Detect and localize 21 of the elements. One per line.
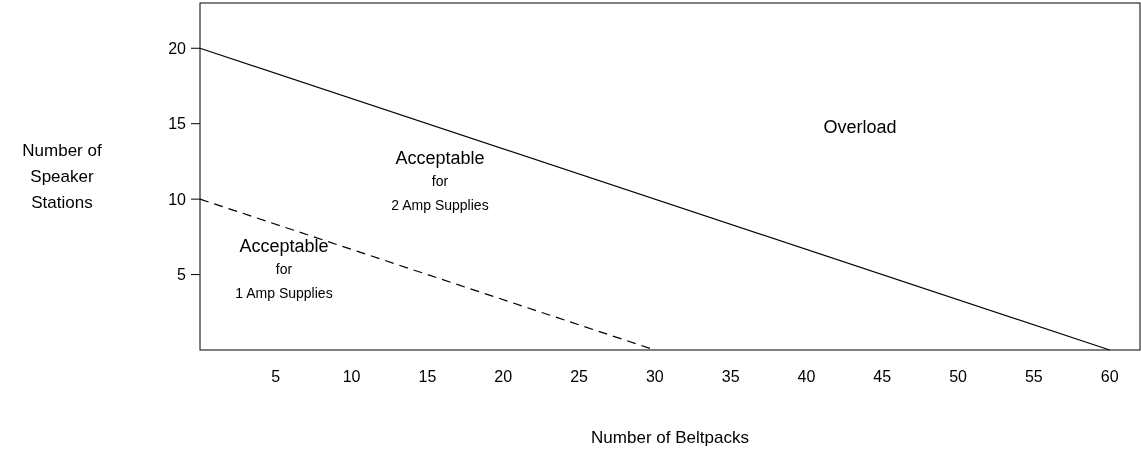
- x-tick-label: 10: [342, 368, 361, 385]
- x-tick-label: 35: [721, 368, 740, 385]
- y-axis-title: Number of Speaker Stations: [22, 141, 102, 212]
- x-tick-label: 50: [949, 368, 968, 385]
- x-tick-label: 15: [418, 368, 437, 385]
- y-tick-label: 10: [168, 190, 187, 208]
- y-tick-label: 15: [168, 115, 187, 133]
- x-tick-label: 45: [873, 368, 892, 385]
- x-tick-label: 60: [1100, 368, 1119, 385]
- x-axis-title: Number of Beltpacks: [591, 428, 749, 447]
- y-tick-label: 20: [168, 39, 187, 57]
- annotation: Acceptable for 1 Amp Supplies: [235, 236, 333, 301]
- x-tick-label: 20: [494, 368, 513, 385]
- annotation: Overload: [823, 117, 897, 137]
- x-tick-label: 5: [271, 368, 281, 385]
- x-tick-label: 55: [1024, 368, 1043, 385]
- x-tick-label: 40: [797, 368, 816, 385]
- annotation: Acceptable for 2 Amp Supplies: [391, 148, 489, 213]
- x-tick-label: 30: [645, 368, 664, 385]
- y-tick-label: 5: [177, 266, 187, 284]
- x-tick-label: 25: [570, 368, 589, 385]
